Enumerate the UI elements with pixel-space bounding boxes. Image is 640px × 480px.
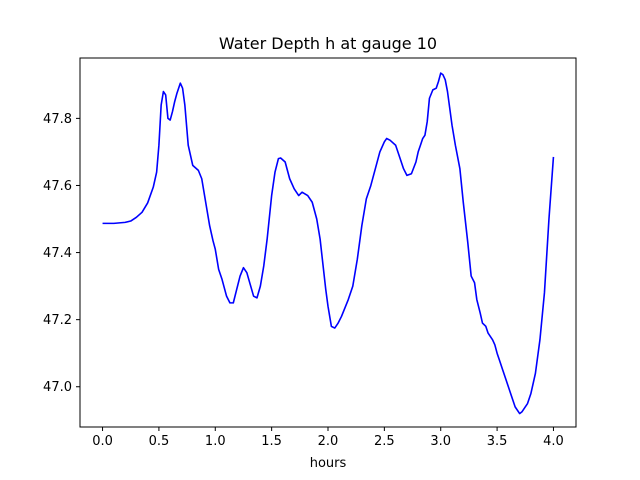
x-tick-label: 0.5 — [149, 434, 170, 449]
x-tick-label: 4.0 — [543, 434, 564, 449]
axes-frame — [79, 57, 577, 428]
y-tick-label: 47.2 — [43, 313, 72, 328]
x-tick-label: 1.5 — [261, 434, 282, 449]
x-axis-label: hours — [310, 456, 347, 471]
x-tick-label: 2.0 — [318, 434, 339, 449]
y-tick-label: 47.6 — [43, 179, 72, 194]
x-tick-label: 3.0 — [430, 434, 451, 449]
x-tick-label: 0.0 — [92, 434, 113, 449]
x-tick-label: 2.5 — [374, 434, 395, 449]
y-axis-ticks: 47.0 47.2 47.4 47.6 47.8 — [43, 112, 80, 395]
x-tick-label: 1.0 — [205, 434, 226, 449]
x-axis-ticks: 0.0 0.5 1.0 1.5 2.0 2.5 3.0 3.5 4.0 — [92, 427, 564, 449]
y-tick-label: 47.0 — [43, 380, 72, 395]
y-tick-label: 47.4 — [43, 246, 72, 261]
plot-area — [102, 72, 555, 415]
x-tick-label: 3.5 — [487, 434, 508, 449]
series-line-0 — [102, 72, 555, 415]
chart-title: Water Depth h at gauge 10 — [219, 34, 437, 53]
y-tick-label: 47.8 — [43, 112, 72, 127]
